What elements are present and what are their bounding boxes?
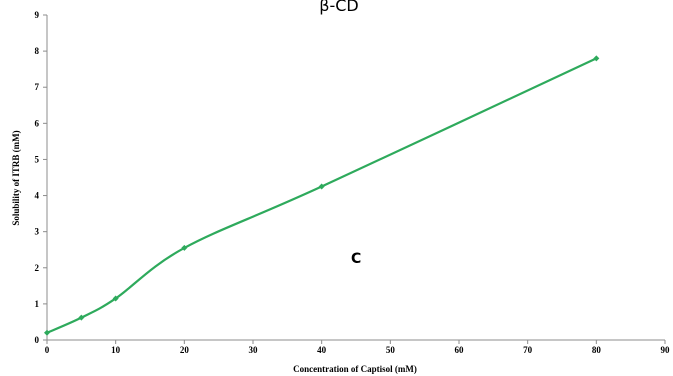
y-tick-label: 3 [35, 227, 40, 237]
x-tick-label: 0 [45, 345, 50, 355]
data-point-marker [318, 183, 325, 190]
x-tick-label: 80 [592, 345, 602, 355]
data-point-marker [78, 314, 85, 321]
tick-labels: 0 10 20 30 40 50 60 70 80 90 0 1 2 3 4 5 6 7 8 9 [35, 10, 671, 355]
x-tick-label: 70 [523, 345, 533, 355]
x-tick-label: 60 [455, 345, 465, 355]
y-tick-label: 6 [35, 118, 40, 128]
x-tick-label: 10 [111, 345, 121, 355]
y-tick-label: 0 [35, 335, 40, 345]
axes [43, 14, 666, 344]
data-points [44, 55, 600, 336]
y-tick-label: 5 [35, 154, 40, 164]
x-axis-title: Concentration of Captisol (mM) [293, 364, 417, 374]
annotation-label: C [351, 251, 361, 267]
y-tick-label: 1 [35, 299, 40, 309]
x-tick-label: 50 [386, 345, 396, 355]
data-point-marker [112, 295, 119, 302]
x-tick-label: 40 [317, 345, 327, 355]
x-tick-label: 30 [249, 345, 259, 355]
y-axis-title: Solubility of ITRB (mM) [11, 130, 21, 225]
y-tick-label: 8 [35, 46, 40, 56]
chart-title: β-CD [319, 0, 358, 15]
data-point-marker [593, 55, 600, 62]
data-point-marker [44, 329, 50, 336]
y-tick-label: 7 [35, 82, 40, 92]
y-tick-label: 9 [35, 10, 40, 20]
y-tick-label: 4 [35, 191, 40, 201]
data-point-marker [181, 244, 188, 251]
x-tick-label: 20 [180, 345, 190, 355]
series-line [46, 57, 597, 334]
y-tick-label: 2 [35, 263, 40, 273]
x-tick-label: 90 [661, 345, 671, 355]
